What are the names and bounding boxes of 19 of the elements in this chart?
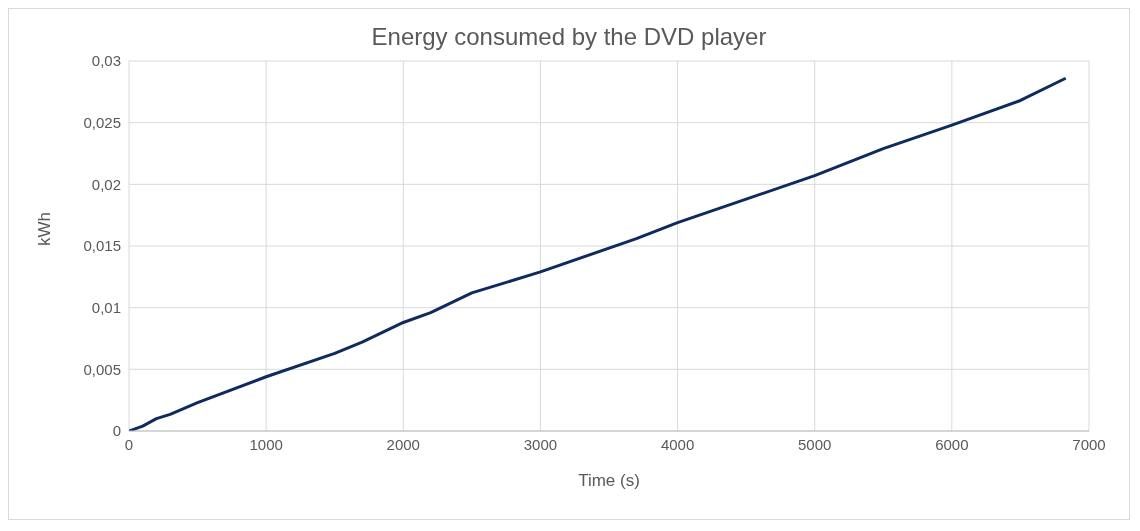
chart-title: Energy consumed by the DVD player <box>370 23 768 51</box>
x-tick-label: 1000 <box>249 435 283 453</box>
x-axis-title: Time (s) <box>578 471 640 490</box>
x-tick-label: 6000 <box>935 435 969 453</box>
x-tick-label: 0 <box>124 435 134 453</box>
y-tick-label: 0,025 <box>83 113 121 131</box>
y-axis-title: kWh <box>35 212 55 246</box>
y-tick-label: 0,005 <box>83 360 121 378</box>
y-tick-label: 0,01 <box>91 298 121 316</box>
x-tick-label: 7000 <box>1072 435 1106 453</box>
x-tick-label: 3000 <box>523 435 558 453</box>
y-tick-label: 0,03 <box>91 52 121 70</box>
line-series <box>129 76 1068 431</box>
x-tick-label: 2000 <box>386 435 420 453</box>
y-tick-label: 0,015 <box>83 237 121 255</box>
y-tick-label: 0 <box>112 422 121 440</box>
x-tick-label: 4000 <box>660 435 695 453</box>
x-tick-label: 5000 <box>798 435 832 453</box>
y-tick-label: 0,02 <box>91 175 121 193</box>
